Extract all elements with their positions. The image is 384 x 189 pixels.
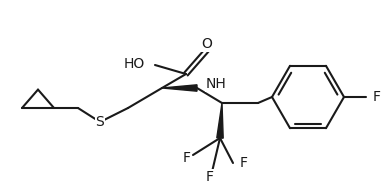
Text: F: F [183,151,191,165]
Text: F: F [206,170,214,184]
Polygon shape [162,85,197,91]
Text: O: O [202,37,212,51]
Text: S: S [96,115,104,129]
Text: F: F [240,156,248,170]
Text: F: F [373,90,381,104]
Text: HO: HO [124,57,145,71]
Text: NH: NH [206,77,227,91]
Polygon shape [217,103,223,138]
